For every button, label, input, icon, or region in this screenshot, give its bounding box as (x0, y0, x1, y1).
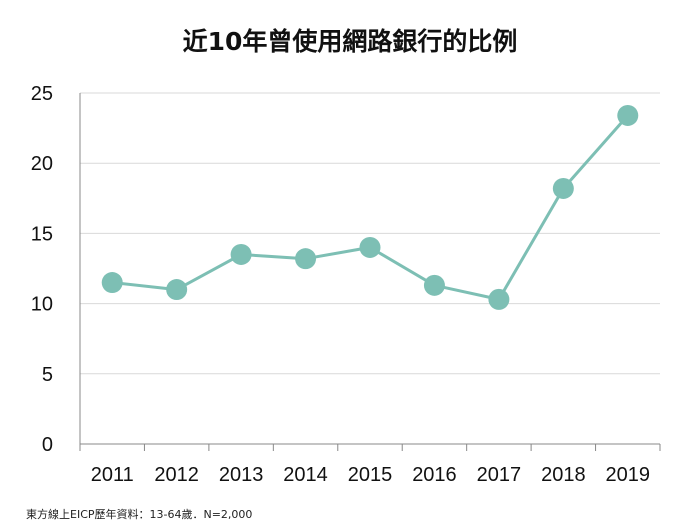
y-tick-label-15: 15 (31, 223, 53, 245)
data-point-2016 (423, 274, 445, 296)
x-tick-label-2019: 2019 (606, 464, 651, 486)
series-line (110, 114, 630, 301)
data-point-2017 (488, 288, 510, 310)
data-point-2013 (230, 243, 252, 265)
x-tick-label-2017: 2017 (477, 464, 522, 486)
data-points (101, 104, 639, 310)
gridlines (80, 92, 660, 375)
x-tick-label-2014: 2014 (283, 464, 328, 486)
y-tick-label-10: 10 (31, 294, 53, 316)
data-point-2015 (359, 236, 381, 258)
chart-title: 近10年曾使用網路銀行的比例 (182, 27, 518, 56)
y-tick-label-20: 20 (31, 153, 53, 175)
y-tick-label-0: 0 (42, 434, 53, 456)
x-tick-label-2011: 2011 (91, 464, 134, 486)
x-tick-label-2016: 2016 (412, 464, 457, 486)
axes (79, 93, 661, 451)
data-point-2011 (101, 272, 123, 294)
data-point-2012 (166, 279, 188, 301)
y-tick-label-25: 25 (31, 83, 53, 105)
x-tick-labels: 2011 2012 2013 2014 2015 2016 2017 2018 2019 (91, 464, 650, 486)
x-tick-label-2015: 2015 (348, 464, 393, 486)
source-footnote: 東方線上EICP歷年資料：13-64歲．N=2,000 (26, 508, 253, 521)
x-tick-label-2018: 2018 (541, 464, 586, 486)
series-line-0 (110, 114, 630, 301)
x-tick-label-2013: 2013 (219, 464, 264, 486)
data-point-2018 (552, 177, 574, 199)
y-tick-label-5: 5 (42, 364, 53, 386)
y-tick-labels: 0 5 10 15 20 25 (31, 83, 53, 456)
data-point-2019 (617, 104, 639, 126)
data-point-2014 (295, 248, 317, 270)
x-tick-label-2012: 2012 (154, 464, 199, 486)
